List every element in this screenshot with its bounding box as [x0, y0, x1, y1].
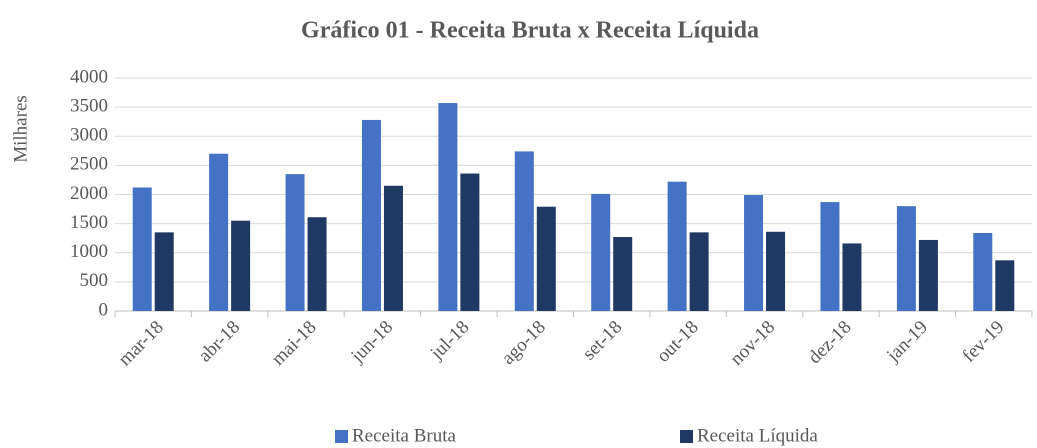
bar [154, 232, 174, 311]
legend-label: Receita Líquida [697, 425, 818, 446]
y-tick-label: 3000 [70, 125, 108, 146]
bar [689, 232, 709, 311]
x-tick-label: nov-18 [726, 317, 779, 370]
y-tick-label: 0 [99, 299, 109, 320]
x-tick-label: jul-18 [426, 317, 474, 365]
y-tick-label: 4000 [70, 66, 108, 87]
x-tick-label: jan-19 [882, 317, 932, 367]
bar [285, 174, 305, 311]
x-tick-label: out-18 [653, 317, 703, 367]
legend-label: Receita Bruta [352, 425, 456, 446]
y-tick-label: 3500 [70, 95, 108, 116]
y-tick-label: 1500 [70, 212, 108, 233]
bar [383, 185, 403, 311]
bar [820, 202, 840, 311]
bar [231, 220, 251, 311]
x-tick-label: jun-18 [346, 317, 397, 368]
bar [460, 173, 480, 311]
bar [667, 181, 687, 311]
x-tick-label: fev-19 [958, 317, 1008, 367]
bar [361, 119, 381, 311]
bar [307, 217, 327, 311]
bar [536, 206, 556, 311]
bar [896, 206, 916, 311]
bar [613, 237, 633, 311]
legend-swatch [680, 430, 693, 443]
bar [918, 239, 938, 311]
bar [591, 193, 611, 311]
legend-swatch [335, 430, 348, 443]
bar [766, 231, 786, 311]
x-tick-label: abr-18 [195, 317, 245, 367]
bar [973, 232, 993, 311]
y-tick-label: 2000 [70, 183, 108, 204]
bar [132, 187, 152, 311]
x-tick-label: set-18 [579, 317, 627, 365]
bar [514, 151, 534, 311]
x-tick-label: mai-18 [268, 317, 321, 370]
bar [209, 153, 229, 311]
bar [438, 103, 458, 311]
y-tick-label: 2500 [70, 154, 108, 175]
chart-title: Gráfico 01 - Receita Bruta x Receita Líq… [301, 18, 759, 44]
bar [842, 243, 862, 311]
bar [995, 260, 1015, 311]
y-tick-label: 1000 [70, 241, 108, 262]
y-axis-label: Milhares [10, 95, 31, 163]
bar [744, 195, 764, 311]
y-tick-label: 500 [80, 270, 109, 291]
x-tick-label: mar-18 [114, 317, 167, 370]
x-tick-label: ago-18 [498, 317, 550, 369]
x-tick-label: dez-18 [804, 317, 855, 368]
